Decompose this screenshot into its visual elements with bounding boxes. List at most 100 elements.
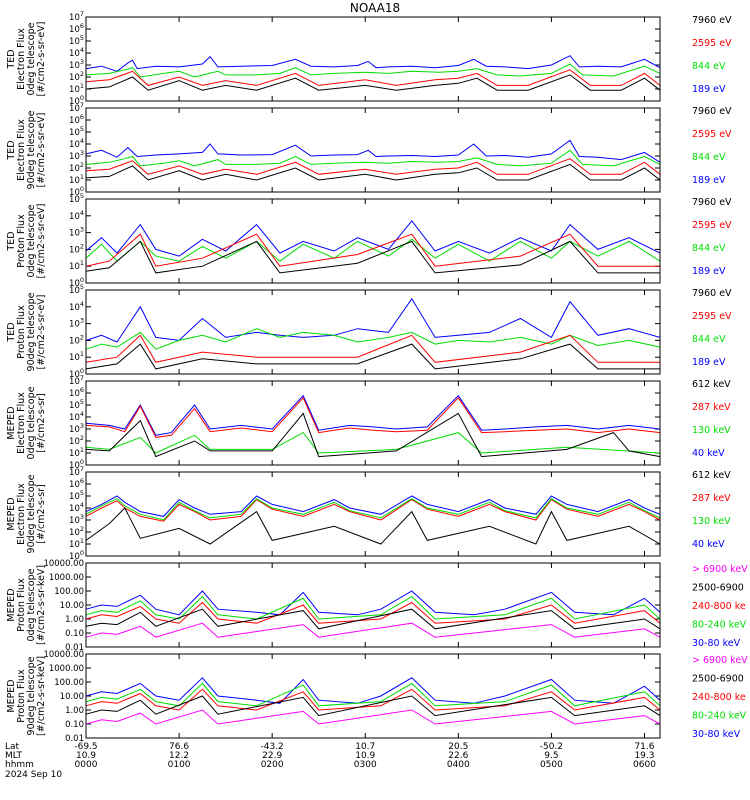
series-line-2 xyxy=(85,63,661,78)
legend-entry: > 6900 keV xyxy=(692,564,748,575)
series-line-2 xyxy=(85,682,661,707)
series-line-4 xyxy=(85,74,661,91)
y-axis-title-line: 0deg telescope xyxy=(26,568,37,641)
y-axis-title-line: Electron Flux xyxy=(16,483,27,545)
x-tick-label: 0500 xyxy=(540,760,563,770)
legend-entry: 7960 eV xyxy=(692,288,732,299)
y-axis-title-line: MEPED xyxy=(6,497,17,530)
y-tick-label: 100.00 xyxy=(54,678,84,688)
series-line-4 xyxy=(85,343,660,370)
y-tick-label: 102 xyxy=(69,333,84,346)
y-tick-label: 101 xyxy=(69,350,84,363)
y-axis-title-line: Proton Flux xyxy=(16,305,27,359)
panel-7: 0.01 0.10 1.00 10.00 100.00 1000.00 10000.00 ME… xyxy=(6,559,748,653)
legend-entry: 2500-6900 xyxy=(692,674,744,685)
series-line-2 xyxy=(85,595,661,620)
legend-entry: 7960 eV xyxy=(692,197,732,208)
legend-entry: 2500-6900 xyxy=(692,583,744,594)
series-line-4 xyxy=(85,163,661,181)
y-axis-title-line: [#/cm2-s-sr-eV] xyxy=(36,22,47,97)
y-tick-label: 1.00 xyxy=(65,615,84,625)
plot-frame xyxy=(85,198,661,284)
series-line-1 xyxy=(85,495,661,517)
series-line-3 xyxy=(85,69,661,86)
series-line-1 xyxy=(85,220,661,257)
legend-entry: 612 keV xyxy=(692,379,731,390)
y-axis-title-line: TED xyxy=(6,140,17,160)
y-axis-title-line: 90deg telescope xyxy=(26,110,37,189)
date-label: 2024 Sep 10 xyxy=(5,770,62,780)
y-tick-label: 103 xyxy=(69,226,84,239)
y-axis-title-line: MEPED xyxy=(6,588,17,621)
legend-entry: 130 keV xyxy=(692,425,731,436)
series-line-3 xyxy=(85,334,660,363)
series-line-2 xyxy=(85,396,661,438)
x-tick-label: 10.7 xyxy=(355,742,375,752)
series-line-2 xyxy=(85,498,661,522)
x-tick-label: -69.5 xyxy=(74,742,97,752)
y-tick-label: 1000.00 xyxy=(49,573,84,583)
y-axis-title-line: 0deg telescope xyxy=(26,386,37,459)
series-line-2 xyxy=(85,149,661,167)
y-axis-title-line: Electron Flux xyxy=(16,119,27,181)
y-tick-label: 10000.00 xyxy=(43,559,84,569)
y-tick-label: 0.10 xyxy=(65,629,84,639)
y-axis-title-line: MEPED xyxy=(6,679,17,712)
y-axis-title-line: 90deg telescope xyxy=(26,474,37,553)
x-row-label: Lat xyxy=(5,742,20,752)
y-axis-title-line: Electron Flux xyxy=(16,28,27,90)
y-axis-title-line: TED xyxy=(6,322,17,342)
x-tick-label: 20.5 xyxy=(448,742,468,752)
x-row-label: hhmm xyxy=(5,760,34,770)
legend-entry: 240-800 ke xyxy=(692,692,746,703)
series-line-4 xyxy=(85,412,661,458)
plot-frame xyxy=(85,107,661,193)
series-line-4 xyxy=(85,608,661,630)
y-tick-label: 102 xyxy=(69,242,84,255)
x-tick-label: 19.3 xyxy=(634,751,654,761)
x-tick-label: 10.9 xyxy=(76,751,96,761)
y-tick-label: 0.01 xyxy=(65,643,84,653)
x-tick-label: 71.6 xyxy=(634,742,654,752)
y-axis-title-line: [#/cm2-s-sr] xyxy=(36,393,47,453)
y-axis-title-line: [#/cm2-s-sr-eV] xyxy=(36,113,47,188)
y-tick-label: 104 xyxy=(69,209,84,222)
series-line-4 xyxy=(85,695,661,717)
series-line-3 xyxy=(85,233,660,267)
y-axis-title-line: 90deg telescope xyxy=(26,292,37,371)
x-row-label: MLT xyxy=(5,751,23,761)
series-line-4 xyxy=(85,240,660,274)
plot-frame xyxy=(85,653,661,739)
series-line-3 xyxy=(85,158,661,175)
chart-title: NOAA18 xyxy=(350,1,400,15)
panel-8: 0.01 0.10 1.00 10.00 100.00 1000.00 10000.00 ME… xyxy=(6,650,748,744)
legend-entry: 130 keV xyxy=(692,516,731,527)
legend-entry: 2595 eV xyxy=(692,220,732,231)
y-axis-title-line: 90deg telescope xyxy=(26,656,37,735)
x-tick-label: -43.2 xyxy=(261,742,284,752)
legend-entry: 2595 eV xyxy=(692,311,732,322)
legend-entry: 30-80 keV xyxy=(692,638,741,649)
legend-entry: 2595 eV xyxy=(692,129,732,140)
legend-entry: 189 eV xyxy=(692,266,726,277)
series-line-1 xyxy=(85,55,661,72)
y-axis-title-line: 0deg telescope xyxy=(26,204,37,277)
plot-frame xyxy=(85,16,661,102)
x-tick-label: 10.9 xyxy=(355,751,375,761)
legend-entry: 287 keV xyxy=(692,402,731,413)
y-axis-title-line: [#/cm2-s-sr-eV] xyxy=(36,204,47,279)
x-tick-label: 0400 xyxy=(447,760,470,770)
legend-entry: 189 eV xyxy=(692,357,726,368)
y-axis-title-line: Proton Flux xyxy=(16,669,27,723)
series-line-2 xyxy=(85,328,661,350)
x-tick-label: 0200 xyxy=(261,760,284,770)
x-tick-label: 12.2 xyxy=(169,751,189,761)
series-line-2 xyxy=(85,238,661,262)
y-tick-label: 101 xyxy=(69,259,84,272)
